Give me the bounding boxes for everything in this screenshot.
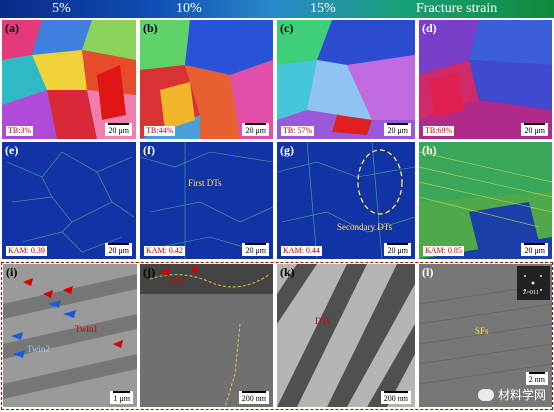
panel-label: (i): [6, 265, 18, 279]
kam-value: KAM: 0.39: [6, 246, 47, 256]
panel-label: (d): [422, 21, 437, 35]
scale-bar: 20 μm: [242, 123, 269, 136]
dts-annotation: DTs: [315, 316, 330, 326]
panel-label: (j): [143, 265, 155, 279]
panel-g-kam-map: (g) Secondary DTs KAM: 0.44 20 μm: [277, 142, 415, 259]
scale-bar: 2 nm: [525, 372, 548, 385]
scale-bar: 20 μm: [105, 243, 132, 256]
scale-bar: 20 μm: [384, 243, 411, 256]
scale-bar: 200 nm: [380, 391, 411, 404]
dts-annotation: DTs: [170, 276, 185, 286]
panel-label: (g): [280, 143, 294, 157]
kam-value: KAM: 0.42: [144, 246, 185, 256]
zone-axis-label: Z=011: [523, 290, 539, 296]
panel-label: (l): [422, 265, 434, 279]
kam-value: KAM: 0.44: [281, 246, 322, 256]
strain-header-bar: 5% 10% 15% Fracture strain: [0, 0, 554, 18]
scale-bar: 20 μm: [105, 123, 132, 136]
panel-j-tem-image: (j) DTs 200 nm: [140, 264, 273, 407]
panel-k-tem-image: (k) DTs 200 nm: [277, 264, 415, 407]
panel-label: (c): [280, 21, 294, 35]
tem-row-frame: [1, 262, 553, 410]
panel-b-ipf-map: (b) TB:44% 20 μm: [140, 20, 273, 139]
column-label-fracture: Fracture strain: [416, 1, 498, 16]
scale-bar: 20 μm: [521, 123, 548, 136]
scale-bar: 1 μm: [110, 391, 133, 404]
panel-label: (f): [143, 143, 155, 157]
panel-i-tem-image: (i) Twin1 Twin2 1 μm: [3, 264, 137, 407]
panel-h-kam-map: (h) KAM: 0.85 20 μm: [419, 142, 552, 259]
scale-bar: 20 μm: [521, 243, 548, 256]
panel-d-ipf-map: (d) TB:69% 20 μm: [419, 20, 552, 139]
kam-value: KAM: 0.85: [423, 246, 464, 256]
panel-label: (h): [422, 143, 437, 157]
column-label-5: 5%: [52, 1, 71, 16]
panel-label: (b): [143, 21, 158, 35]
panel-e-kam-map: (e) KAM: 0.39 20 μm: [2, 142, 136, 259]
twin-boundary-fraction: TB:69%: [423, 126, 455, 136]
twin-boundary-fraction: TB: 57%: [281, 126, 315, 136]
twin1-annotation: Twin1: [75, 324, 98, 334]
scale-bar: 20 μm: [242, 243, 269, 256]
twin-boundary-fraction: TB:44%: [144, 126, 176, 136]
first-dts-annotation: First DTs: [188, 178, 222, 188]
panel-f-kam-map: (f) First DTs KAM: 0.42 20 μm: [140, 142, 273, 259]
scale-bar: 200 nm: [238, 391, 269, 404]
panel-label: (a): [5, 21, 19, 35]
column-label-15: 15%: [310, 1, 336, 16]
sfs-annotation: SFs: [475, 326, 489, 336]
secondary-dts-ellipse: [357, 149, 403, 215]
panel-a-ipf-map: (a) TB:3% 20 μm: [2, 20, 136, 139]
panel-label: (e): [5, 143, 19, 157]
panel-l-hrtem-image: (l) SFs Z=011 2 nm 材料学网: [419, 264, 552, 407]
watermark: 材料学网: [477, 386, 546, 403]
panel-label: (k): [280, 265, 295, 279]
wechat-icon: [477, 388, 494, 401]
secondary-dts-annotation: Secondary DTs: [337, 222, 393, 232]
twin2-annotation: Twin2: [27, 344, 50, 354]
scale-bar: 20 μm: [384, 123, 411, 136]
column-label-10: 10%: [176, 1, 202, 16]
twin-boundary-fraction: TB:3%: [6, 126, 34, 136]
watermark-text: 材料学网: [497, 388, 546, 402]
panel-c-ipf-map: (c) TB: 57% 20 μm: [277, 20, 415, 139]
